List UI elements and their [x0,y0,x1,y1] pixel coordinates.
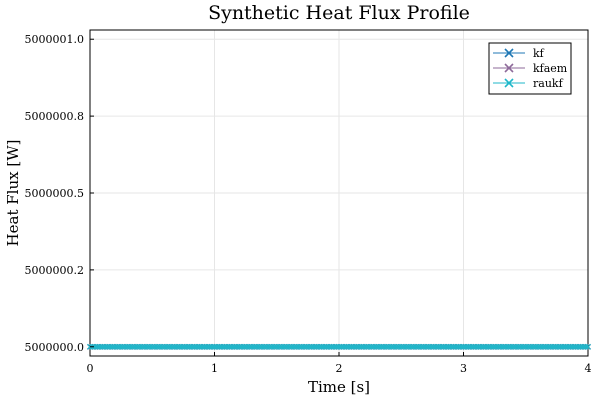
legend-label-raukf: raukf [533,77,564,90]
ticks: 0 1 2 3 4 5000000.0 5000000.2 5000000.5 5000000.… [25,33,592,375]
legend-marker-raukf [504,78,514,88]
legend-marker-kf [504,48,514,58]
series-layer [87,343,591,350]
y-tick-label: 5000001.0 [25,33,85,46]
x-tick-label: 4 [585,362,592,375]
x-tick-label: 1 [211,362,218,375]
legend-label-kf: kf [533,47,545,60]
data-point [585,343,591,350]
x-tick-label: 2 [336,362,343,375]
y-tick-label: 5000000.2 [25,264,85,277]
y-tick-label: 5000000.5 [25,187,85,200]
legend-label-kfaem: kfaem [533,62,568,75]
x-tick-label: 0 [87,362,94,375]
y-tick-label: 5000000.0 [25,341,85,354]
legend: kf kfaem raukf [488,42,572,95]
y-axis-label: Heat Flux [W] [4,140,22,247]
x-tick-label: 3 [460,362,467,375]
chart-title: Synthetic Heat Flux Profile [208,2,470,24]
legend-marker-kfaem [504,63,514,73]
series-markers-raukf [87,343,591,350]
y-tick-label: 5000000.8 [25,110,85,123]
x-axis-label: Time [s] [308,378,370,396]
